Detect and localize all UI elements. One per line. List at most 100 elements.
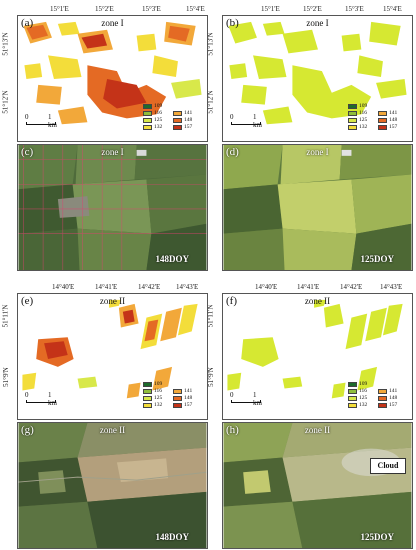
legend-swatch bbox=[348, 111, 357, 116]
legend-swatch bbox=[348, 104, 357, 109]
satellite-image bbox=[223, 145, 412, 270]
binary-map-graphic bbox=[228, 21, 407, 125]
panel-a-doy-map: (a) zone I 109 116 125 132 141 148 157 0… bbox=[17, 15, 208, 142]
legend-swatch bbox=[378, 396, 387, 401]
panel-label: (e) bbox=[21, 295, 34, 307]
legend-item: 109 bbox=[348, 103, 367, 110]
zone-label: zone I bbox=[101, 147, 124, 157]
doy-legend: 109 116 125 132 141 148 157 bbox=[143, 103, 203, 137]
zone-label: zone II bbox=[304, 296, 331, 306]
lon-tick: 15°4'E bbox=[186, 5, 205, 13]
panel-label: (c) bbox=[21, 146, 34, 158]
legend-swatch bbox=[143, 382, 152, 387]
doy-label: 148DOY bbox=[155, 532, 190, 542]
scale-bar: 0 1 km bbox=[230, 113, 262, 129]
lon-tick: 14°40'E bbox=[52, 283, 75, 291]
legend-item: 125 bbox=[348, 395, 367, 402]
panel-c-satellite-image: (c) zone I 148DOY bbox=[17, 144, 208, 271]
panel-label: (g) bbox=[21, 424, 34, 436]
doy-map-graphic bbox=[22, 299, 198, 399]
legend-swatch bbox=[143, 403, 152, 408]
lon-tick: 14°43'E bbox=[380, 283, 403, 291]
lon-tick: 14°41'E bbox=[297, 283, 320, 291]
panel-label: (h) bbox=[226, 424, 239, 436]
doy-map-graphic bbox=[23, 21, 202, 125]
legend-item: 141 bbox=[173, 110, 192, 117]
legend-item: 148 bbox=[378, 117, 397, 124]
legend-item: 125 bbox=[143, 395, 162, 402]
satellite-image bbox=[18, 145, 207, 270]
lat-tick: 51°9'N bbox=[1, 367, 10, 387]
lon-tick: 14°43'E bbox=[176, 283, 199, 291]
legend-swatch bbox=[378, 389, 387, 394]
legend-item: 116 bbox=[348, 388, 367, 395]
doy-legend: 109 116 125 132 141 148 157 bbox=[348, 103, 408, 137]
panel-d-satellite-image: (d) zone I 125DOY bbox=[222, 144, 413, 271]
panel-b-binary-map: (b) zone I 109 116 125 132 141 148 157 0… bbox=[222, 15, 413, 142]
legend-swatch bbox=[348, 389, 357, 394]
zone-label: zone II bbox=[99, 425, 126, 435]
panel-label: (b) bbox=[226, 17, 239, 29]
legend-item: 141 bbox=[173, 388, 192, 395]
legend-item: 109 bbox=[143, 103, 162, 110]
legend-item: 125 bbox=[143, 117, 162, 124]
zone-label: zone I bbox=[101, 18, 124, 28]
panel-h-satellite-image: (h) zone II Cloud 125DOY bbox=[222, 422, 413, 549]
lon-tick: 15°3'E bbox=[142, 5, 161, 13]
doy-legend: 109 116 125 132 141 148 157 bbox=[143, 381, 203, 415]
lat-tick: 51°9'N bbox=[206, 367, 215, 387]
legend-item: 132 bbox=[348, 124, 367, 131]
legend-item: 141 bbox=[378, 110, 397, 117]
legend-swatch bbox=[143, 125, 152, 130]
legend-swatch bbox=[378, 125, 387, 130]
legend-item: 125 bbox=[348, 117, 367, 124]
legend-swatch bbox=[173, 396, 182, 401]
panel-e-doy-map: (e) zone II 109 116 125 132 141 148 157 … bbox=[17, 293, 208, 420]
panel-label: (d) bbox=[226, 146, 239, 158]
lat-tick: 51°13'N bbox=[1, 32, 10, 56]
zone-label: zone II bbox=[304, 425, 331, 435]
legend-item: 148 bbox=[378, 395, 397, 402]
binary-map-graphic bbox=[227, 299, 403, 399]
lon-tick: 15°3'E bbox=[345, 5, 364, 13]
legend-item: 109 bbox=[143, 381, 162, 388]
lon-tick: 15°2'E bbox=[95, 5, 114, 13]
lon-tick: 15°1'E bbox=[261, 5, 280, 13]
legend-item: 141 bbox=[378, 388, 397, 395]
legend-swatch bbox=[348, 118, 357, 123]
legend-item: 109 bbox=[348, 381, 367, 388]
legend-item: 116 bbox=[143, 388, 162, 395]
legend-swatch bbox=[348, 382, 357, 387]
scale-bar: 0 1 km bbox=[25, 391, 57, 407]
lon-tick: 15°1'E bbox=[50, 5, 69, 13]
legend-item: 148 bbox=[173, 395, 192, 402]
legend-swatch bbox=[173, 403, 182, 408]
lon-tick: 15°2'E bbox=[303, 5, 322, 13]
legend-swatch bbox=[173, 111, 182, 116]
satellite-image bbox=[18, 423, 207, 548]
doy-legend: 109 116 125 132 141 148 157 bbox=[348, 381, 408, 415]
legend-swatch bbox=[348, 403, 357, 408]
zone-label: zone I bbox=[306, 147, 329, 157]
legend-swatch bbox=[378, 118, 387, 123]
legend-swatch bbox=[173, 118, 182, 123]
zone-label: zone I bbox=[306, 18, 329, 28]
legend-swatch bbox=[173, 389, 182, 394]
zone-label: zone II bbox=[99, 296, 126, 306]
legend-swatch bbox=[143, 104, 152, 109]
scale-bar: 0 1 km bbox=[230, 391, 262, 407]
legend-item: 132 bbox=[348, 402, 367, 409]
doy-label: 125DOY bbox=[360, 254, 395, 264]
doy-label: 148DOY bbox=[155, 254, 190, 264]
panel-label: (f) bbox=[226, 295, 237, 307]
legend-item: 157 bbox=[378, 402, 397, 409]
panel-f-binary-map: (f) zone II 109 116 125 132 141 148 157 … bbox=[222, 293, 413, 420]
legend-swatch bbox=[348, 396, 357, 401]
legend-swatch bbox=[143, 111, 152, 116]
lat-tick: 51°12'N bbox=[1, 90, 10, 114]
legend-item: 132 bbox=[143, 124, 162, 131]
scale-bar: 0 1 km bbox=[25, 113, 57, 129]
lat-tick: 51°11'N bbox=[1, 304, 10, 328]
lon-tick: 15°4'E bbox=[383, 5, 402, 13]
lon-tick: 14°42'E bbox=[138, 283, 161, 291]
